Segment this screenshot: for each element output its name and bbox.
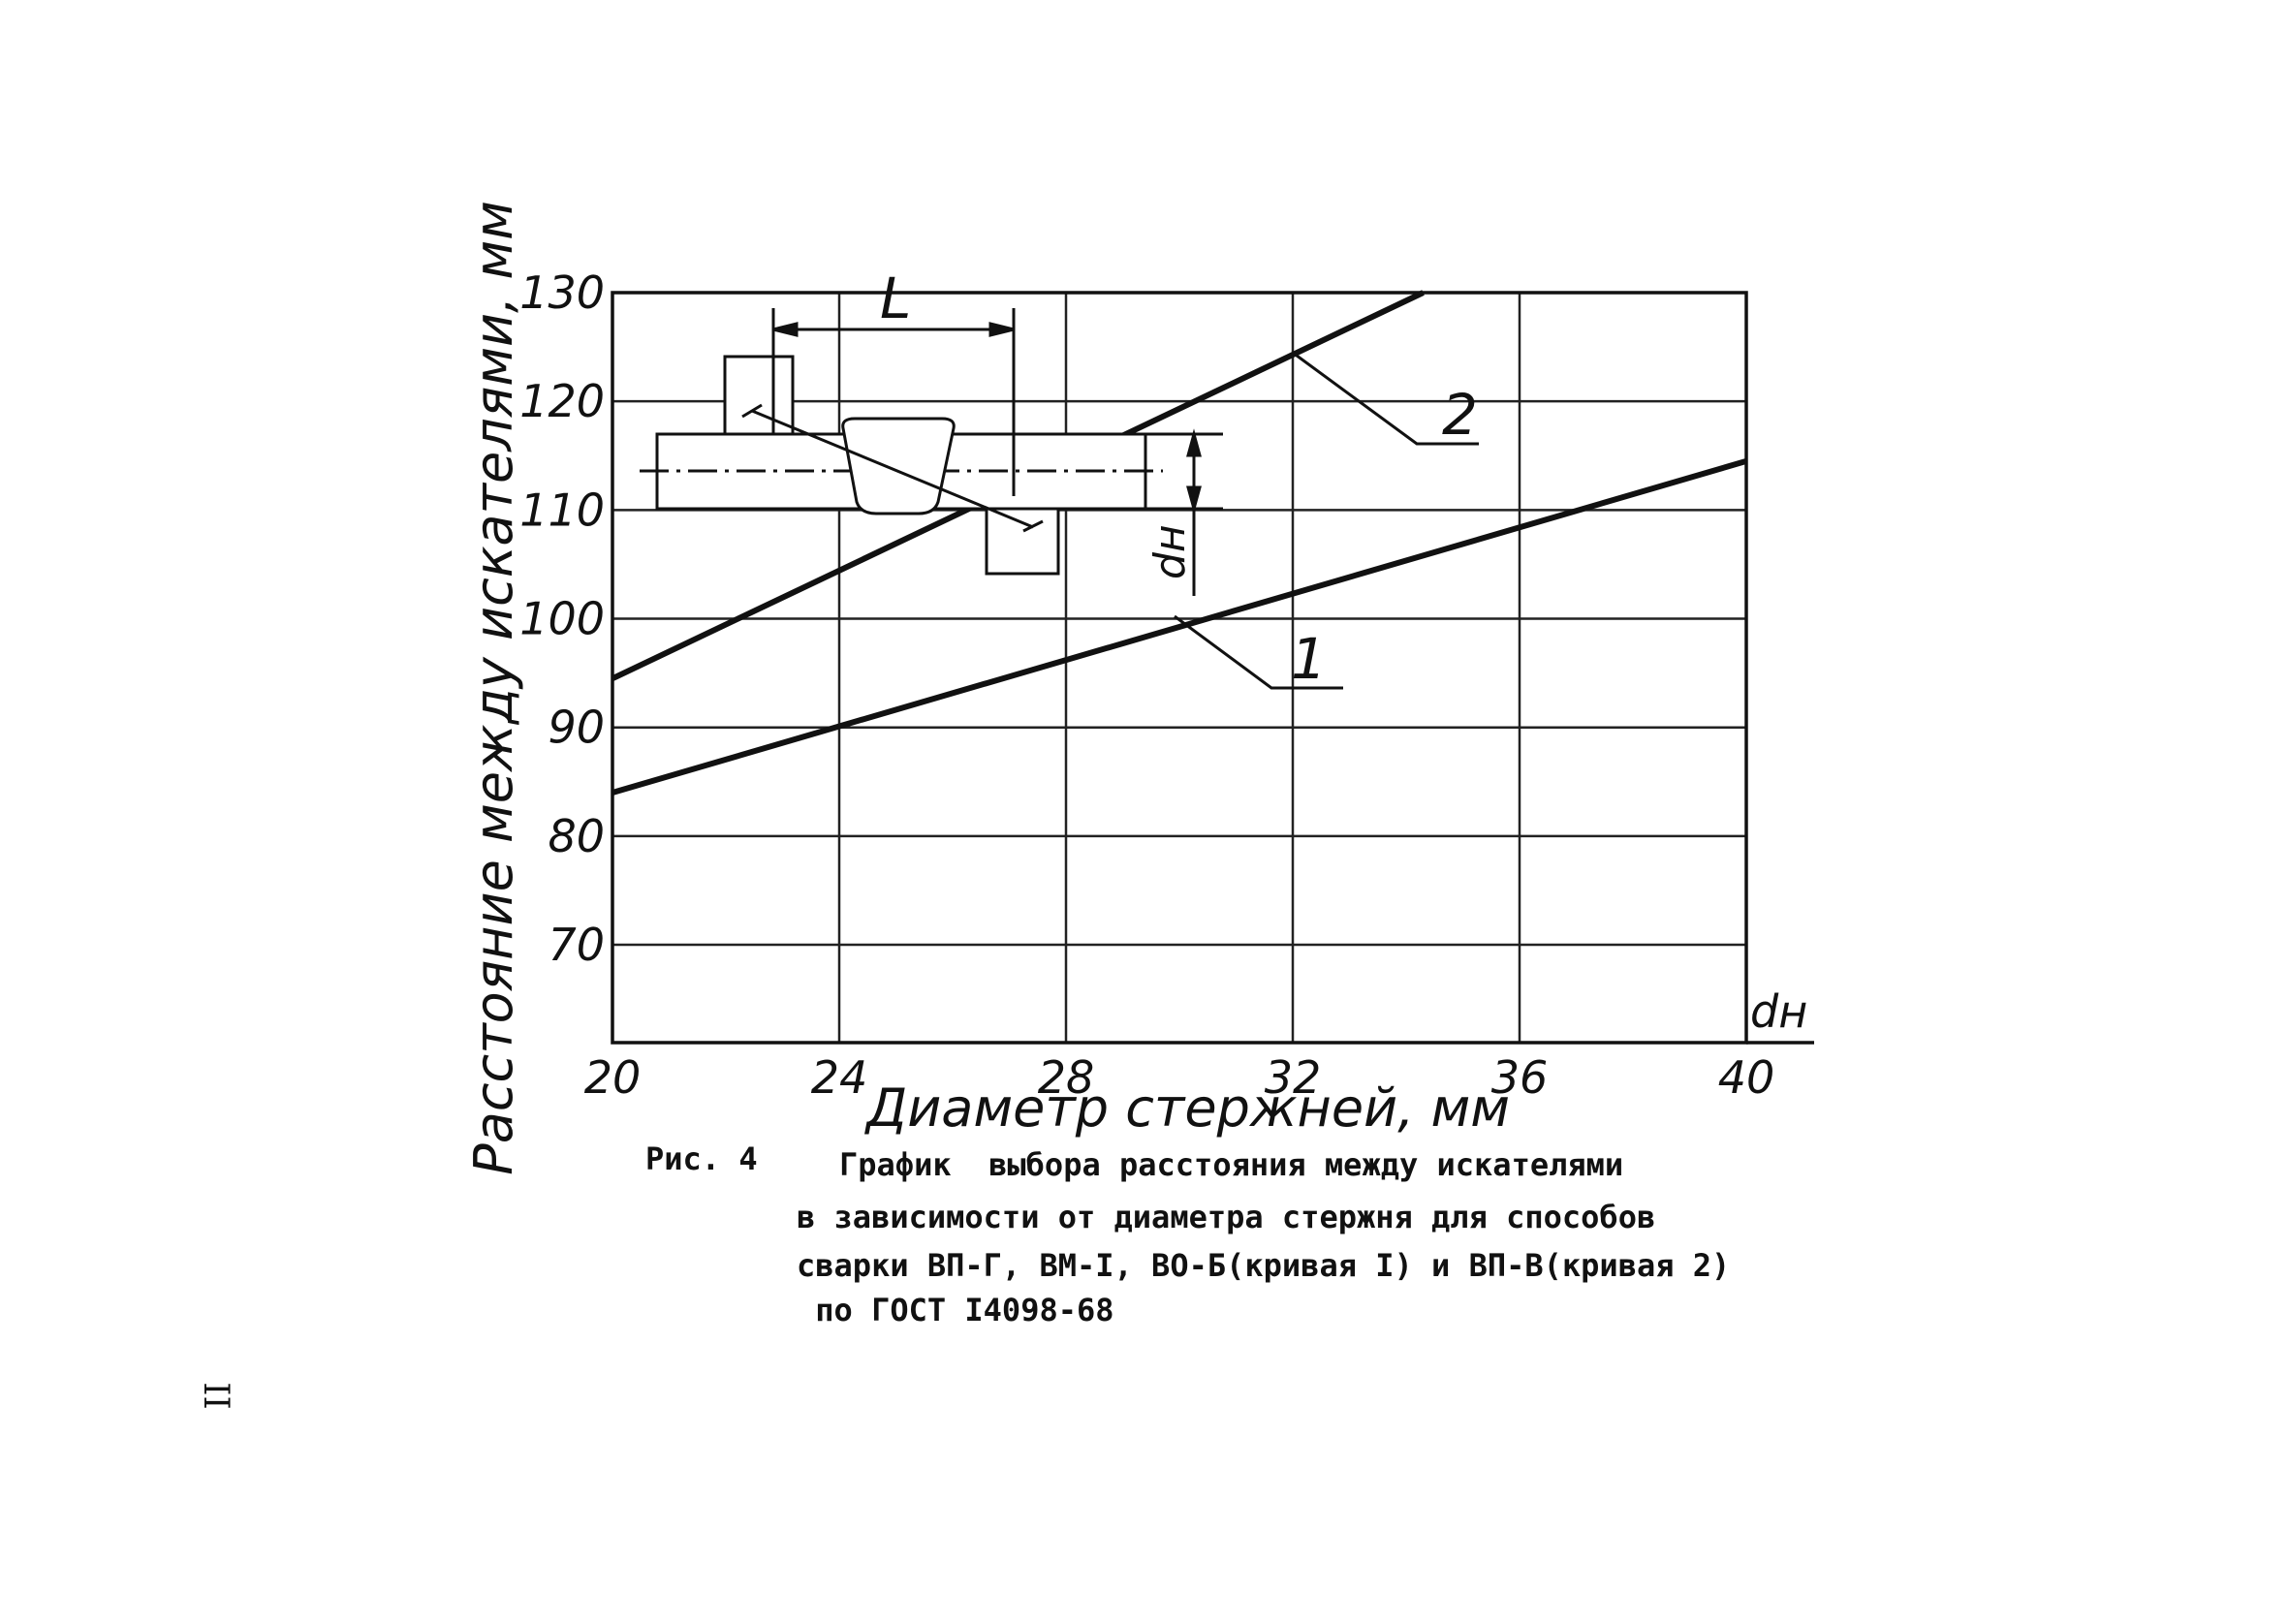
inset-l-label: L	[880, 265, 911, 331]
weld-inset-diagram: L dн	[640, 265, 1223, 596]
plot-border	[611, 291, 1748, 1045]
curve-label-1: 1	[1291, 626, 1327, 692]
series-line-1	[611, 457, 1747, 796]
figure-number: Рис. 4	[645, 1140, 758, 1177]
plot-frame	[611, 291, 1814, 1045]
x-axis-title: Диаметр стержней, мм	[864, 1077, 1510, 1139]
y-tick-label: 130	[519, 266, 605, 319]
dim-l-arrow-left	[772, 322, 799, 337]
dim-d-arrow-top	[1186, 428, 1202, 457]
beam-tick-right	[1022, 519, 1044, 533]
x-tick-label: 28	[1038, 1051, 1095, 1104]
dim-l-arrow-right	[988, 322, 1015, 337]
y-tick-label: 110	[519, 484, 605, 536]
caption-line-4: по ГОСТ I4098-68	[797, 1292, 1114, 1328]
curve-label-2: 2	[1442, 382, 1478, 448]
leader-curve-2	[1292, 351, 1479, 446]
y-axis-title: Расстояние между искателями, мм	[463, 201, 524, 1175]
dim-d-arrow-bottom	[1186, 485, 1202, 515]
y-tick-label: 70	[548, 919, 605, 971]
y-tick-label: 100	[519, 593, 605, 645]
weld-bead	[841, 417, 956, 515]
y-tick-label: 120	[519, 375, 605, 427]
caption-line-2: в зависимости от диаметра стержня для сп…	[797, 1199, 1656, 1235]
x-tick-label: 20	[584, 1051, 642, 1104]
y-tick-label: 80	[548, 810, 605, 862]
x-tick-label: 32	[1265, 1051, 1322, 1104]
y-tick-label: 90	[548, 702, 605, 754]
x-tick-label: 36	[1491, 1051, 1549, 1104]
x-tick-label: 24	[811, 1051, 868, 1104]
beam-path	[751, 409, 1034, 529]
x-axis-end-label: dн	[1750, 985, 1807, 1038]
tick-labels: 20 24 28 32 36 40 130 120 110 100 90 80 70	[519, 266, 1774, 1104]
x-tick-label: 40	[1718, 1051, 1775, 1104]
beam-tick-left	[741, 403, 763, 419]
curve-leaders	[1174, 351, 1479, 690]
leader-curve-1	[1174, 614, 1343, 690]
inset-diameter-label: dн	[1145, 524, 1195, 579]
page-number: II	[199, 1382, 239, 1410]
caption-line-1: График выбора расстояния между искателям…	[839, 1146, 1624, 1183]
caption-line-3: сварки ВП-Г, ВМ-I, ВО-Б(кривая I) и ВП-В…	[797, 1247, 1731, 1284]
